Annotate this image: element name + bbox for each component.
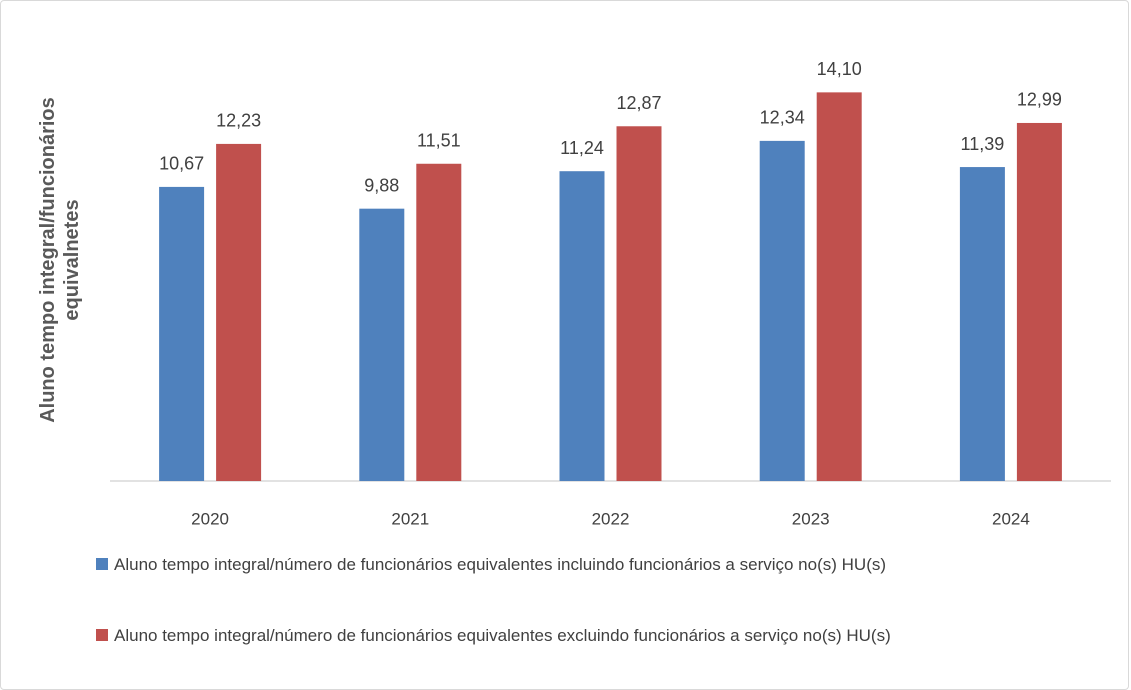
x-tick-label: 2020 [191, 509, 229, 528]
bar [559, 171, 605, 481]
value-label: 10,67 [159, 154, 204, 174]
x-tick-label: 2022 [592, 509, 630, 528]
legend-swatch [96, 629, 108, 641]
x-tick-label: 2024 [992, 509, 1030, 528]
value-label: 11,51 [417, 131, 461, 151]
x-tick-label: 2023 [792, 509, 830, 528]
bar [216, 143, 262, 481]
chart: 2020 10,67 12,23 2021 9,88 11,51 2022 11,24 12,8… [110, 59, 1111, 528]
bar [1016, 122, 1062, 481]
value-label: 14,10 [817, 59, 862, 79]
bar [759, 140, 805, 481]
y-axis-label: Aluno tempo integral/funcionários equiva… [37, 97, 83, 423]
legend-label: Aluno tempo integral/número de funcionár… [114, 555, 887, 574]
bar [616, 126, 662, 481]
value-label: 9,88 [364, 175, 399, 195]
legend-item: Aluno tempo integral/número de funcionár… [96, 621, 1074, 650]
bar [359, 208, 405, 481]
value-label: 12,99 [1017, 90, 1062, 110]
value-label: 12,23 [216, 111, 261, 131]
value-label: 11,39 [961, 134, 1005, 154]
bar [159, 186, 205, 481]
value-label: 12,34 [760, 108, 805, 128]
bar [416, 163, 462, 482]
legend-item: Aluno tempo integral/número de funcionár… [96, 550, 1074, 579]
value-label: 11,24 [560, 138, 604, 158]
value-label: 12,87 [616, 93, 661, 113]
x-tick-label: 2021 [391, 509, 429, 528]
legend-swatch [96, 558, 108, 570]
bar [959, 167, 1005, 482]
legend-label: Aluno tempo integral/número de funcionár… [114, 626, 891, 645]
bar [816, 92, 862, 482]
